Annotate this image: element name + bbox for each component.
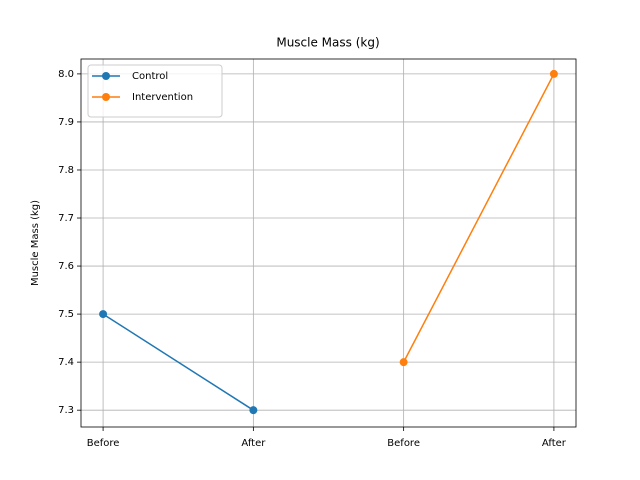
- y-axis-label: Muscle Mass (kg): [30, 200, 41, 286]
- y-tick-label: 7.9: [58, 117, 74, 128]
- data-point: [549, 69, 558, 78]
- plot-frame: [80, 58, 577, 428]
- y-tick-label: 7.3: [58, 405, 74, 416]
- legend-label: Intervention: [132, 92, 193, 103]
- series-line: [402, 73, 555, 363]
- y-tick-label: 8.0: [58, 69, 74, 80]
- y-tick-label: 7.8: [58, 165, 74, 176]
- x-tick-label: Before: [387, 438, 420, 449]
- data-point: [99, 310, 108, 319]
- data-point: [399, 358, 408, 367]
- chart-title: Muscle Mass (kg): [276, 36, 379, 50]
- legend-label: Control: [132, 71, 168, 82]
- legend-marker: [102, 72, 110, 80]
- x-tick-label: After: [241, 438, 266, 449]
- data-point: [249, 406, 258, 415]
- y-tick-label: 7.7: [58, 213, 74, 224]
- y-tick-label: 7.5: [58, 309, 74, 320]
- y-tick-label: 7.6: [58, 261, 74, 272]
- legend-box: [87, 64, 223, 118]
- x-tick-label: After: [542, 438, 567, 449]
- x-tick-label: Before: [87, 438, 120, 449]
- y-tick-label: 7.4: [58, 357, 74, 368]
- legend-marker: [102, 93, 110, 101]
- series-line: [102, 313, 254, 411]
